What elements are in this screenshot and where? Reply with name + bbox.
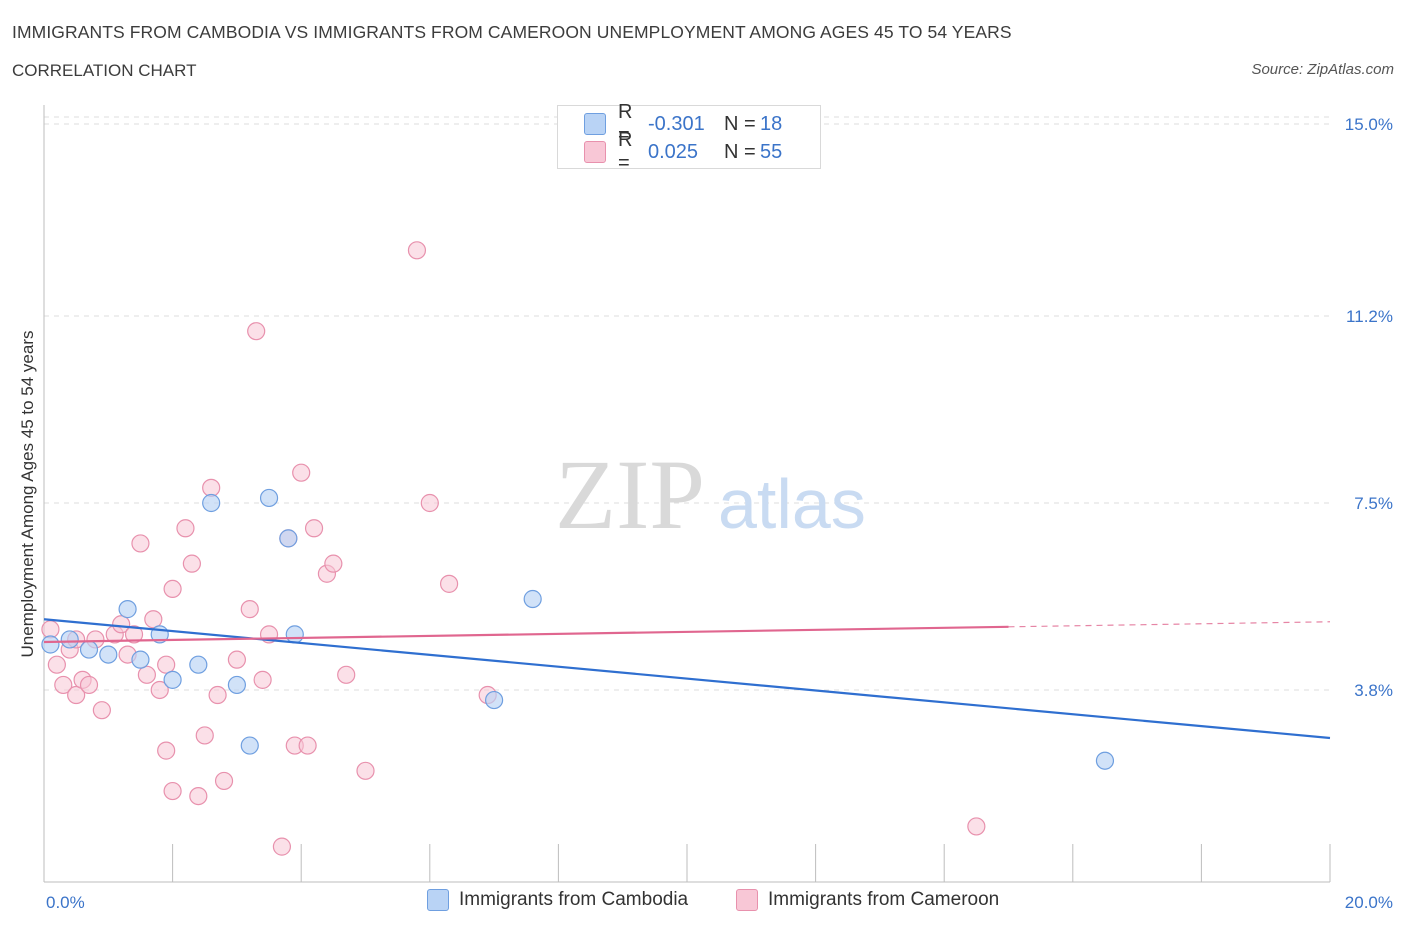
x-tick-label-min: 0.0% — [46, 893, 85, 912]
cameroon-point-42 — [337, 665, 356, 684]
y-tick-label-3: 15.0% — [1345, 115, 1393, 134]
cameroon-point-13 — [124, 625, 144, 644]
cambodia-point-13 — [279, 529, 298, 548]
cameroon-point-34 — [272, 837, 292, 856]
cameroon-point-46 — [439, 574, 459, 593]
tick-labels: 3.8% 7.5% 11.2% 15.0% 0.0% 20.0% — [46, 115, 1393, 912]
cameroon-point-26 — [202, 478, 221, 497]
cameroon-point-17 — [150, 680, 169, 700]
trend-lines — [43, 618, 1331, 740]
cameroon-point-0 — [41, 620, 60, 639]
cambodia-point-14 — [285, 625, 304, 644]
cameroon-point-41 — [324, 554, 343, 573]
legend-r-label: R = — [618, 129, 633, 174]
cameroon-point-48 — [967, 817, 986, 836]
cambodia-points — [41, 488, 1115, 770]
cameroon-point-16 — [144, 610, 163, 629]
cameroon-point-21 — [163, 579, 182, 599]
legend-swatch-cambodia — [584, 113, 606, 135]
legend-r-value-cameroon: 0.025 — [648, 140, 699, 163]
y-axis-label: Unemployment Among Ages 45 to 54 years — [18, 331, 37, 658]
cambodia-point-5 — [131, 650, 150, 669]
watermark: ZIP atlas — [555, 439, 866, 550]
cameroon-point-4 — [67, 685, 86, 705]
cambodia-point-17 — [1095, 751, 1115, 770]
cameroon-point-11 — [112, 615, 131, 634]
cameroon-point-20 — [163, 781, 182, 801]
bottom-legend-cambodia: Immigrants from Cambodia — [427, 889, 688, 911]
cameroon-point-37 — [292, 463, 311, 482]
cameroon-point-44 — [407, 241, 427, 260]
cambodia-point-8 — [189, 655, 208, 674]
legend-row-cameroon: R = 0.025 N = 55 — [558, 129, 783, 174]
watermark-atlas: atlas — [718, 465, 866, 543]
cambodia-point-4 — [118, 600, 137, 619]
y-tick-label-2: 11.2% — [1346, 307, 1393, 326]
cameroon-point-22 — [176, 519, 195, 538]
legend-n-value-cameroon: 55 — [760, 140, 783, 163]
cambodia-point-12 — [259, 488, 279, 508]
source-label: Source: ZipAtlas.com — [1251, 61, 1394, 78]
cameroon-point-15 — [137, 665, 156, 684]
x-tick-label-max: 20.0% — [1345, 893, 1393, 912]
cameroon-point-29 — [227, 650, 246, 669]
cambodia-point-1 — [60, 630, 79, 649]
y-tick-label-1: 7.5% — [1354, 494, 1393, 513]
cameroon-point-14 — [131, 534, 150, 553]
cameroon-point-2 — [54, 675, 73, 695]
legend-r-label: R = — [618, 101, 633, 146]
y-tick-label-0: 3.8% — [1354, 681, 1393, 700]
cambodia-point-3 — [99, 645, 118, 664]
legend-n-value-cambodia: 18 — [760, 112, 783, 135]
cambodia-point-15 — [485, 690, 504, 710]
bottom-legend-cameroon: Immigrants from Cameroon — [736, 889, 999, 911]
cameroon-point-18 — [157, 655, 176, 674]
cameroon-point-25 — [195, 726, 214, 745]
cameroon-point-30 — [240, 600, 259, 619]
cameroon-point-1 — [47, 655, 66, 674]
cambodia-point-16 — [523, 589, 542, 609]
cameroon-points — [41, 241, 986, 856]
bottom-legend-label-cambodia: Immigrants from Cambodia — [459, 889, 689, 910]
cameroon-point-23 — [182, 554, 201, 573]
cambodia-point-0 — [41, 635, 60, 654]
grid-lines — [44, 116, 1330, 691]
cambodia-point-9 — [202, 493, 221, 513]
cambodia-point-2 — [79, 640, 99, 659]
chart-title: IMMIGRANTS FROM CAMBODIA VS IMMIGRANTS F… — [12, 22, 1012, 42]
watermark-zip: ZIP — [555, 439, 705, 550]
cameroon-point-38 — [298, 736, 317, 755]
cameroon-point-24 — [189, 786, 208, 806]
cameroon-trend-line — [43, 625, 1009, 644]
legend-n-label: N = — [724, 140, 756, 163]
axes — [43, 105, 1331, 883]
cameroon-point-32 — [253, 670, 272, 689]
correlation-legend: R = -0.301 N = 18 R = 0.025 N = 55 — [557, 101, 821, 174]
cambodia-point-10 — [227, 675, 246, 695]
cameroon-point-31 — [247, 322, 266, 341]
bottom-legend-swatch-cameroon — [736, 889, 758, 911]
cameroon-point-19 — [157, 741, 176, 760]
legend-n-label: N = — [724, 112, 756, 135]
legend-r-value-cambodia: -0.301 — [648, 112, 705, 135]
legend-swatch-cameroon — [584, 141, 606, 163]
cameroon-point-9 — [92, 701, 111, 720]
cameroon-point-39 — [304, 519, 324, 538]
cameroon-point-7 — [79, 675, 99, 695]
bottom-legend-swatch-cambodia — [427, 889, 449, 911]
cameroon-trend-line-extension — [1008, 621, 1331, 628]
cambodia-point-11 — [240, 736, 259, 755]
chart-subtitle: CORRELATION CHART — [12, 61, 197, 80]
cambodia-point-7 — [163, 670, 182, 689]
legend-row-cambodia: R = -0.301 N = 18 — [558, 101, 783, 146]
cameroon-point-45 — [420, 493, 439, 513]
cameroon-point-27 — [208, 685, 227, 705]
cameroon-point-28 — [214, 771, 234, 791]
bottom-legend-label-cameroon: Immigrants from Cameroon — [768, 889, 1000, 910]
cameroon-point-43 — [356, 761, 375, 780]
